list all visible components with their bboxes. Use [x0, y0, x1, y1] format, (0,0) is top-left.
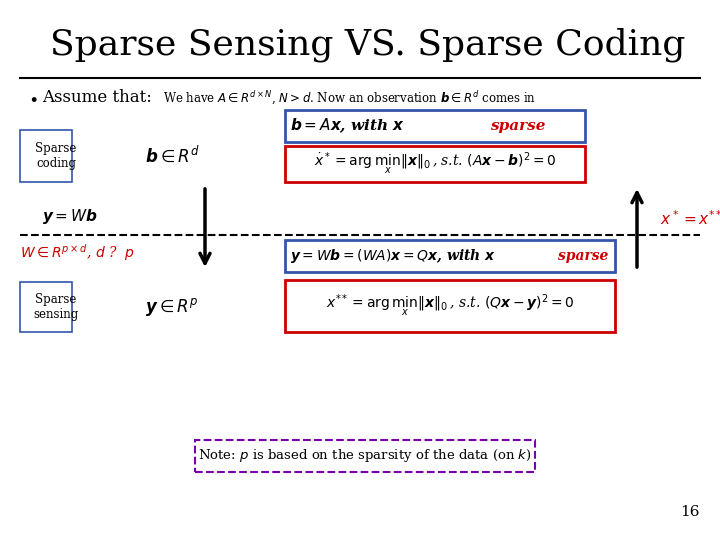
FancyBboxPatch shape [285, 146, 585, 182]
FancyBboxPatch shape [285, 280, 615, 332]
Text: $\boldsymbol{y} = W\boldsymbol{b}$: $\boldsymbol{y} = W\boldsymbol{b}$ [42, 206, 98, 226]
Text: $\dot{x}^* = \arg\min_x \|\boldsymbol{x}\|_0$, s.t. $(A\boldsymbol{x}-\boldsymbo: $\dot{x}^* = \arg\min_x \|\boldsymbol{x}… [314, 151, 557, 177]
Text: Assume that:: Assume that: [42, 90, 152, 106]
Text: $\bullet$: $\bullet$ [28, 89, 37, 107]
Text: sparse: sparse [490, 119, 546, 133]
Text: $\boldsymbol{b} = A\boldsymbol{x}$, with $\boldsymbol{x}$: $\boldsymbol{b} = A\boldsymbol{x}$, with… [290, 117, 405, 136]
Text: We have $A \in R^{d\times N}$, $N > d$. Now an observation $\boldsymbol{b} \in R: We have $A \in R^{d\times N}$, $N > d$. … [163, 89, 536, 107]
Text: $\boldsymbol{b} \in R^d$: $\boldsymbol{b} \in R^d$ [145, 146, 200, 166]
FancyBboxPatch shape [20, 130, 72, 182]
Text: Sparse
coding: Sparse coding [35, 142, 77, 170]
Text: Sparse
sensing: Sparse sensing [33, 293, 78, 321]
Text: Sparse Sensing VS. Sparse Coding: Sparse Sensing VS. Sparse Coding [50, 28, 685, 62]
Text: $\boldsymbol{y} \in R^p$: $\boldsymbol{y} \in R^p$ [145, 296, 199, 318]
Text: $x^* = x^{**}$: $x^* = x^{**}$ [660, 210, 720, 228]
FancyBboxPatch shape [285, 110, 585, 142]
Text: Note: $p$ is based on the sparsity of the data (on $k$): Note: $p$ is based on the sparsity of th… [198, 448, 532, 464]
Text: $W \in R^{p\times d}$, $d$ ?  $p$: $W \in R^{p\times d}$, $d$ ? $p$ [20, 242, 135, 264]
Text: sparse: sparse [558, 249, 608, 263]
FancyBboxPatch shape [20, 282, 72, 332]
FancyBboxPatch shape [285, 240, 615, 272]
FancyBboxPatch shape [195, 440, 535, 472]
Text: $x^{**} = \arg\min_x \|\boldsymbol{x}\|_0$, s.t. $(Q\boldsymbol{x}-\boldsymbol{y: $x^{**} = \arg\min_x \|\boldsymbol{x}\|_… [325, 293, 575, 319]
Text: $\boldsymbol{y} = W\boldsymbol{b} = (WA)\boldsymbol{x} = Q\boldsymbol{x}$, with : $\boldsymbol{y} = W\boldsymbol{b} = (WA)… [290, 247, 496, 265]
Text: 16: 16 [680, 505, 700, 519]
